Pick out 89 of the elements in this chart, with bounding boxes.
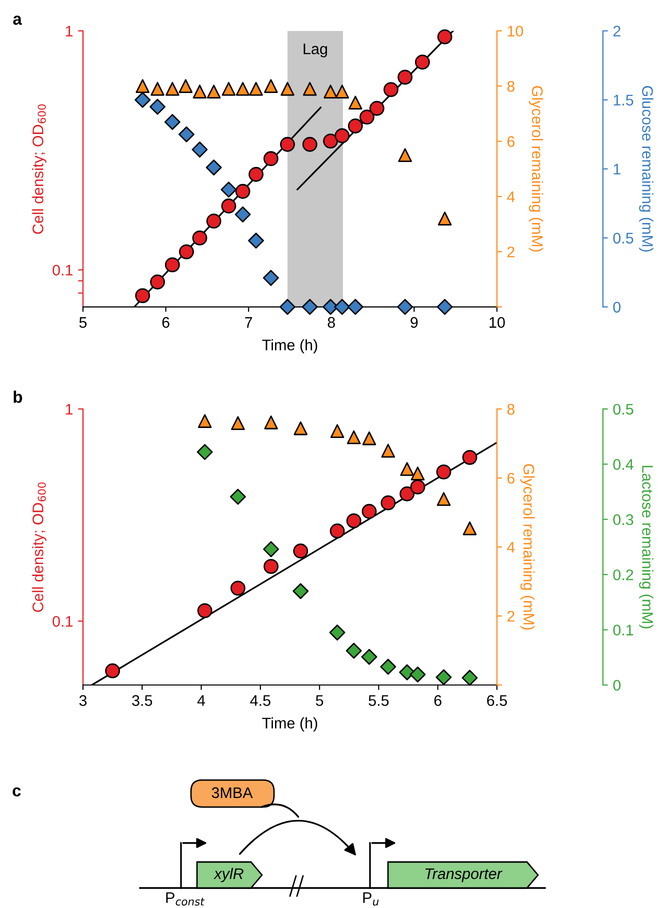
x-tick-label: 6 — [434, 695, 442, 706]
point — [230, 580, 246, 596]
x-tick-label: 10 — [490, 317, 505, 328]
text: c — [12, 787, 21, 796]
x-tick-label: 6 — [162, 317, 170, 328]
y3-tick-label: 0.5 — [613, 232, 634, 244]
y2-tick-label: 6 — [507, 472, 514, 484]
point — [362, 504, 377, 519]
x-tick-label: 3 — [79, 695, 87, 706]
point — [135, 288, 150, 304]
point — [369, 100, 384, 116]
point — [334, 128, 350, 144]
point — [398, 70, 413, 85]
point — [164, 257, 180, 272]
text: b — [14, 390, 22, 403]
x-tick-label: 5.5 — [368, 695, 389, 706]
point — [179, 244, 194, 260]
point — [293, 544, 308, 558]
point — [380, 495, 396, 510]
y-tick-label: 1 — [66, 26, 73, 36]
y3-tick-label: 1.5 — [614, 94, 634, 106]
point — [384, 82, 398, 98]
text: P$_{u}$ — [363, 892, 379, 906]
y3-tick-label: 0.1 — [613, 624, 634, 636]
y3-tick-label: 0.2 — [613, 569, 634, 580]
y3-tick-label: 1 — [614, 164, 620, 174]
y2-tick-label: 4 — [507, 542, 515, 553]
text: a — [13, 16, 22, 25]
point — [248, 166, 264, 182]
y3-axis-title: Lactose remaining (mM) — [639, 466, 654, 628]
y2-tick-label: 6 — [507, 136, 514, 147]
point — [192, 230, 208, 246]
y-axis-title: Cell density; OD$_{600}$ — [32, 482, 46, 612]
text: P$_{const}$ — [166, 892, 205, 906]
point — [360, 110, 374, 124]
point — [264, 558, 279, 574]
y2-tick-label: 8 — [507, 404, 514, 415]
point — [105, 663, 120, 678]
y-tick-label: 1 — [66, 404, 73, 414]
point — [414, 54, 430, 70]
text: 3MBA — [212, 787, 253, 798]
point — [436, 464, 452, 480]
y3-tick-label: 0 — [613, 302, 621, 313]
x-tick-label: 5 — [316, 695, 324, 706]
y-tick-label: 0.1 — [52, 616, 73, 627]
x-axis-title: Time (h) — [262, 717, 318, 732]
point — [400, 486, 415, 502]
point — [437, 29, 452, 44]
y-axis-title: Cell density; OD$_{600}$ — [32, 104, 46, 234]
y-tick-label: 0.1 — [52, 264, 73, 276]
x-tick-label: 9 — [410, 317, 418, 328]
x-tick-label: 5 — [79, 317, 87, 328]
point — [197, 603, 212, 618]
point — [221, 198, 236, 214]
y2-axis-title: Glycerol remaining (mM) — [528, 86, 544, 252]
band-label: Lag — [304, 44, 327, 58]
y3-tick-label: 2 — [613, 26, 620, 36]
point — [280, 136, 295, 152]
y3-tick-label: 0.5 — [613, 404, 634, 415]
point — [348, 118, 363, 134]
x-tick-label: 7 — [245, 317, 252, 328]
x-tick-label: 4.5 — [250, 695, 270, 706]
x-tick-label: 3.5 — [132, 695, 152, 706]
point — [346, 513, 362, 528]
point — [323, 134, 338, 148]
y2-tick-label: 4 — [507, 192, 515, 202]
y2-axis-title: Glycerol remaining (mM) — [520, 464, 535, 630]
y2-tick-label: 10 — [508, 26, 524, 37]
y3-tick-label: 0 — [613, 680, 621, 691]
point — [235, 184, 250, 199]
y3-axis-title: Glucose remaining (mM) — [639, 86, 654, 252]
y3-tick-label: 0.4 — [613, 459, 634, 470]
point — [263, 151, 278, 166]
y2-tick-label: 2 — [507, 246, 514, 258]
x-axis-title: Time (h) — [262, 339, 318, 354]
point — [150, 274, 165, 290]
point — [302, 136, 318, 152]
point — [410, 479, 426, 494]
x-tick-label: 6.5 — [487, 695, 507, 706]
point — [462, 450, 478, 465]
y2-tick-label: 8 — [507, 80, 514, 92]
text: xylR — [214, 868, 244, 882]
x-tick-label: 8 — [328, 317, 335, 328]
y2-tick-label: 2 — [507, 610, 514, 622]
point — [206, 214, 222, 229]
x-tick-label: 4 — [197, 695, 206, 706]
y3-tick-label: 0.3 — [613, 514, 634, 526]
text: Transporter — [425, 868, 502, 882]
point — [330, 524, 345, 538]
